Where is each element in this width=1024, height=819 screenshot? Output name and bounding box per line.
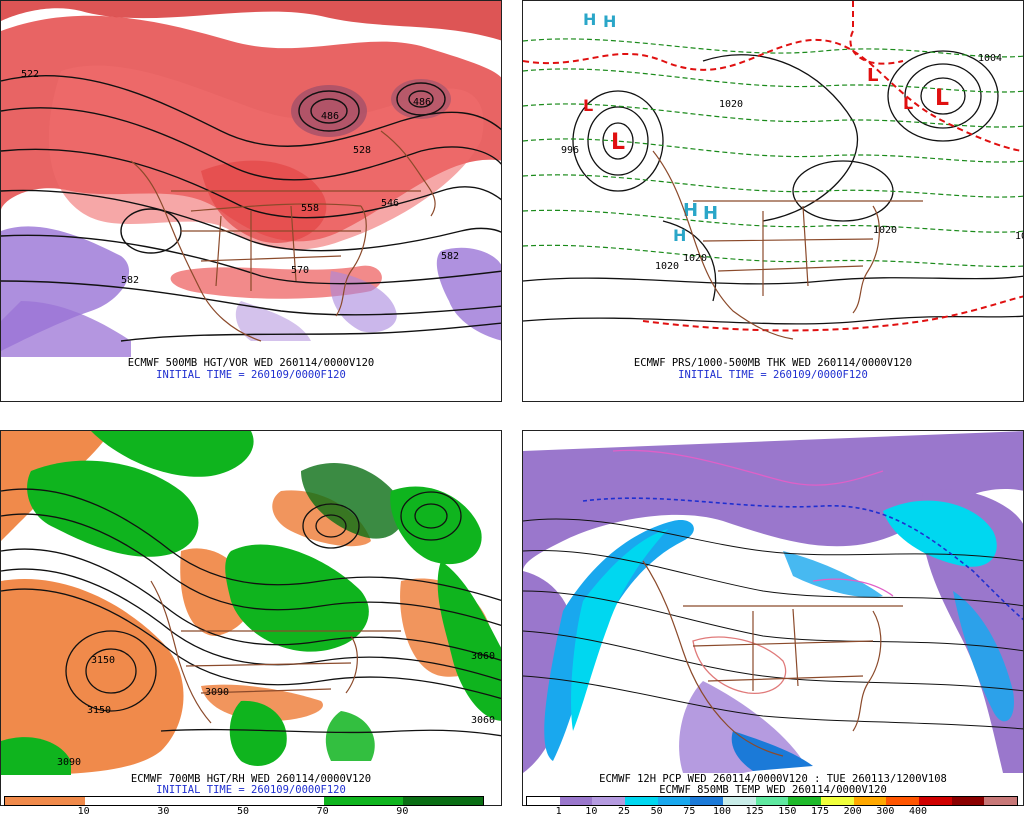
colorbar-tick-label: 150 — [778, 806, 797, 817]
svg-text:L: L — [935, 86, 949, 111]
colorbar-tick-label: 400 — [908, 806, 928, 817]
colorbar-swatch — [853, 797, 887, 805]
panel-prs-thk: L L L L L H H H H H 996 1020 1020 1004 1020 1… — [522, 0, 1024, 402]
colorbar-swatch — [527, 797, 560, 805]
contour-label: 3060 — [471, 651, 495, 662]
colorbar-tick-label: 90 — [396, 806, 409, 817]
colorbar-tick-label: 100 — [712, 806, 732, 817]
colorbar-tick-label: 1 — [555, 806, 562, 817]
colorbar-tick-label: 175 — [810, 806, 830, 817]
contour-label: 570 — [291, 265, 309, 276]
contour-label: 3090 — [57, 757, 81, 768]
contour-label: 582 — [441, 251, 459, 262]
colorbar-tick-label: 300 — [876, 806, 895, 817]
map-700mb-rh: 3150 3150 3090 3090 3060 3060 — [1, 431, 501, 775]
colorbar-swatch — [403, 797, 484, 805]
precip-colorbar-ticks: 1 10 25 50 75 100 125 150 175 200 300 400 — [526, 806, 1016, 818]
panel-500mb-init-time: INITIAL TIME = 260109/0000F120 — [156, 369, 346, 381]
panel-700mb-hgt-rh: 3150 3150 3090 3090 3060 3060 ECMWF 700MB HGT… — [0, 430, 502, 806]
colorbar-swatch — [984, 797, 1018, 805]
contour-label: 3090 — [205, 687, 229, 698]
colorbar-tick-label: 10 — [77, 806, 90, 817]
svg-text:L: L — [583, 96, 593, 115]
colorbar-tick-label: 50 — [650, 806, 663, 817]
panel-500mb-title: ECMWF 500MB HGT/VOR WED 260114/0000V120 — [127, 357, 375, 369]
colorbar-swatch — [5, 797, 85, 805]
rh-colorbar — [4, 796, 484, 806]
panel-prs-init-time: INITIAL TIME = 260109/0000F120 — [678, 369, 868, 381]
svg-text:H: H — [583, 10, 596, 29]
colorbar-tick-label: 125 — [745, 806, 764, 817]
colorbar-swatch — [788, 797, 822, 805]
colorbar-tick-label: 10 — [585, 806, 598, 817]
svg-text:H: H — [673, 226, 686, 245]
colorbar-tick-label: 25 — [617, 806, 631, 817]
svg-text:H: H — [703, 203, 718, 224]
colorbar-tick-label: 30 — [157, 806, 170, 817]
svg-text:L: L — [611, 130, 625, 155]
colorbar-swatch — [244, 797, 324, 805]
map-pressure-thickness: L L L L L H H H H H 996 1020 1020 1004 1020 1… — [523, 1, 1024, 357]
colorbar-swatch — [951, 797, 985, 805]
contour-label: 1020 — [719, 99, 743, 110]
colorbar-swatch — [164, 797, 245, 805]
colorbar-swatch — [690, 797, 724, 805]
colorbar-swatch — [723, 797, 756, 805]
svg-text:L: L — [867, 65, 878, 86]
precip-colorbar — [526, 796, 1018, 806]
colorbar-swatch — [592, 797, 626, 805]
contour-label: 3150 — [87, 705, 111, 716]
panel-500mb-hgt-vor: 522 486 486 558 582 582 528 570 546 ECMWF 500MB … — [0, 0, 502, 402]
contour-label: 486 — [413, 97, 431, 108]
colorbar-swatch — [919, 797, 952, 805]
svg-text:L: L — [903, 94, 913, 113]
contour-label: 996 — [561, 145, 579, 156]
rh-colorbar-ticks: 10 30 50 70 90 — [4, 806, 482, 818]
colorbar-tick-label: 200 — [843, 806, 862, 817]
colorbar-tick-label: 70 — [316, 806, 329, 817]
contour-label: 528 — [353, 145, 371, 156]
contour-label: 3060 — [471, 715, 495, 726]
map-500mb-vorticity: 522 486 486 558 582 582 528 570 546 — [1, 1, 501, 357]
colorbar-swatch — [821, 797, 854, 805]
contour-label: 546 — [381, 198, 399, 209]
colorbar-swatch — [84, 797, 165, 805]
contour-label: 1020 — [683, 253, 707, 264]
contour-label: 3150 — [91, 655, 115, 666]
contour-label: 1020 — [873, 225, 897, 236]
contour-label: 522 — [21, 69, 39, 80]
panel-pcp-title: ECMWF 12H PCP WED 260114/0000V120 : TUE … — [599, 773, 947, 785]
colorbar-swatch — [323, 797, 404, 805]
colorbar-swatch — [755, 797, 789, 805]
colorbar-swatch — [886, 797, 920, 805]
map-precip-850-temp — [523, 431, 1023, 773]
panel-700mb-title: ECMWF 700MB HGT/RH WED 260114/0000V120 — [130, 773, 372, 785]
contour-label: 558 — [301, 203, 319, 214]
panel-prs-title: ECMWF PRS/1000-500MB THK WED 260114/0000… — [633, 357, 913, 369]
colorbar-swatch — [657, 797, 691, 805]
contour-label: 1004 — [978, 53, 1002, 64]
colorbar-tick-label: 50 — [236, 806, 250, 817]
panel-700mb-init-time: INITIAL TIME = 260109/0000F120 — [156, 784, 346, 796]
colorbar-tick-label: 75 — [683, 806, 696, 817]
contour-label: 582 — [121, 275, 139, 286]
colorbar-swatch — [559, 797, 593, 805]
contour-label: 486 — [321, 111, 339, 122]
contour-label: 1020 — [655, 261, 679, 272]
contour-label: 1020 — [1015, 231, 1024, 242]
svg-text:H: H — [603, 12, 616, 31]
svg-text:H: H — [683, 200, 698, 221]
panel-850-temp-title: ECMWF 850MB TEMP WED 260114/0000V120 — [659, 784, 887, 796]
panel-12h-pcp-850-temp: ECMWF 12H PCP WED 260114/0000V120 : TUE … — [522, 430, 1024, 806]
colorbar-swatch — [625, 797, 658, 805]
